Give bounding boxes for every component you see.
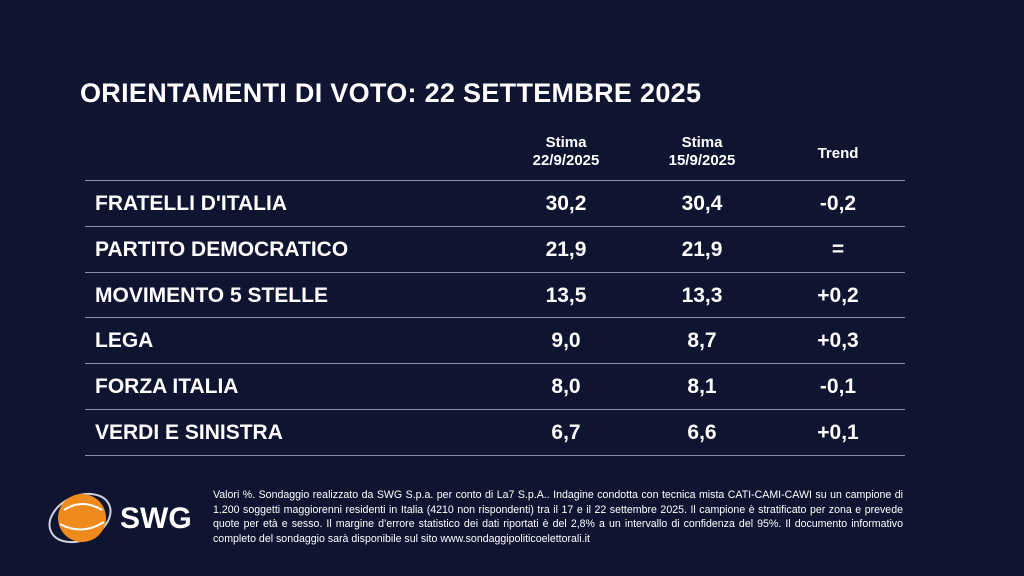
cell-value: = [831, 237, 845, 261]
cell-value: 6,7 [551, 421, 581, 444]
column-date: 22/9/2025 [532, 152, 600, 169]
cell-value: 8,7 [687, 329, 717, 353]
row-divider [85, 180, 905, 181]
cell-value: 8,1 [687, 375, 717, 399]
row-divider [85, 317, 905, 319]
cell-value: 13,5 [545, 283, 587, 307]
party-name: FORZA ITALIA [95, 375, 239, 399]
column-header: Stima [681, 134, 723, 151]
cell-value: 30,4 [681, 192, 723, 215]
cell-value: 13,3 [681, 283, 723, 307]
cell-value: 8,0 [551, 375, 581, 399]
cell-value: -0,1 [819, 375, 857, 399]
cell-value: +0,2 [817, 283, 859, 307]
row-divider [85, 363, 905, 365]
logo-globe [48, 492, 112, 544]
row-divider [85, 225, 905, 227]
logo-text: SWG [120, 502, 192, 535]
cell-value: 9,0 [551, 329, 581, 353]
row-divider [85, 409, 905, 410]
party-name: VERDI E SINISTRA [95, 421, 283, 444]
cell-value: 21,9 [545, 237, 587, 261]
party-name: LEGA [95, 329, 154, 353]
cell-value: +0,1 [817, 421, 859, 444]
row-divider [85, 271, 905, 273]
party-name: MOVIMENTO 5 STELLE [95, 283, 328, 307]
cell-value: 6,6 [687, 421, 717, 444]
cell-value: +0,3 [817, 329, 859, 353]
cell-value: -0,2 [819, 192, 857, 215]
footnote: Valori %. Sondaggio realizzato da SWG S.… [213, 489, 903, 545]
row-divider [85, 454, 905, 456]
column-header: Trend [817, 145, 859, 162]
title: ORIENTAMENTI DI VOTO: 22 SETTEMBRE 2025 [80, 78, 702, 108]
column-date: 15/9/2025 [668, 152, 736, 169]
cell-value: 21,9 [681, 237, 723, 261]
column-header: Stima [545, 134, 587, 151]
cell-value: 30,2 [545, 192, 587, 215]
party-name: FRATELLI D'ITALIA [95, 192, 288, 215]
party-name: PARTITO DEMOCRATICO [95, 237, 349, 261]
